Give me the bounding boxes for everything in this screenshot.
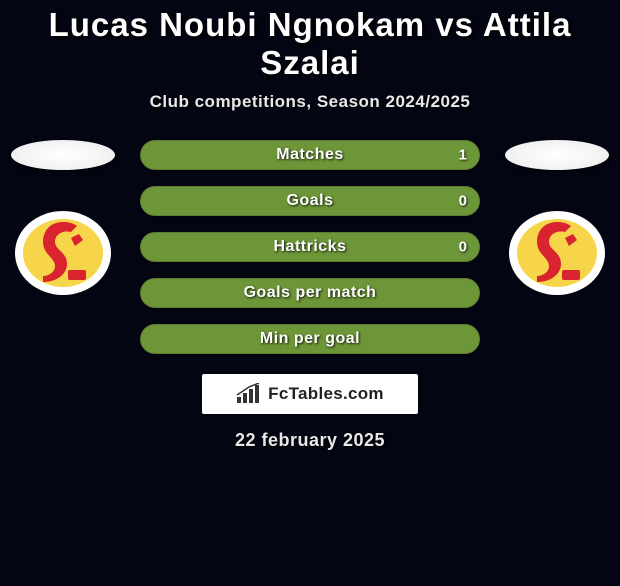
player-avatar-right xyxy=(505,140,609,170)
stat-row: Matches 1 xyxy=(140,140,480,170)
page-title: Lucas Noubi Ngnokam vs Attila Szalai xyxy=(0,6,620,82)
stat-label: Min per goal xyxy=(260,330,360,348)
stat-label: Matches xyxy=(276,146,344,164)
stat-row: Hattricks 0 xyxy=(140,232,480,262)
player-avatar-left xyxy=(11,140,115,170)
stat-value-right: 1 xyxy=(459,147,467,164)
club-crest-right xyxy=(507,210,607,296)
shield-icon xyxy=(507,210,607,296)
stat-row: Min per goal xyxy=(140,324,480,354)
right-player-column xyxy=(502,140,612,296)
brand-text: FcTables.com xyxy=(268,384,384,404)
stat-label: Goals xyxy=(287,192,334,210)
brand-badge[interactable]: FcTables.com xyxy=(202,374,418,414)
stat-label: Hattricks xyxy=(274,238,347,256)
bar-chart-icon xyxy=(236,383,262,405)
stat-value-right: 0 xyxy=(459,239,467,256)
stats-column: Matches 1 Goals 0 Hattricks 0 Goals per match M… xyxy=(140,140,480,354)
main-row: Matches 1 Goals 0 Hattricks 0 Goals per match M… xyxy=(0,140,620,354)
stat-row: Goals per match xyxy=(140,278,480,308)
comparison-card: Lucas Noubi Ngnokam vs Attila Szalai Clu… xyxy=(0,6,620,451)
left-player-column xyxy=(8,140,118,296)
stat-label: Goals per match xyxy=(244,284,377,302)
stat-value-right: 0 xyxy=(459,193,467,210)
subtitle: Club competitions, Season 2024/2025 xyxy=(0,92,620,112)
club-crest-left xyxy=(13,210,113,296)
date-text: 22 february 2025 xyxy=(0,430,620,451)
shield-icon xyxy=(13,210,113,296)
stat-row: Goals 0 xyxy=(140,186,480,216)
